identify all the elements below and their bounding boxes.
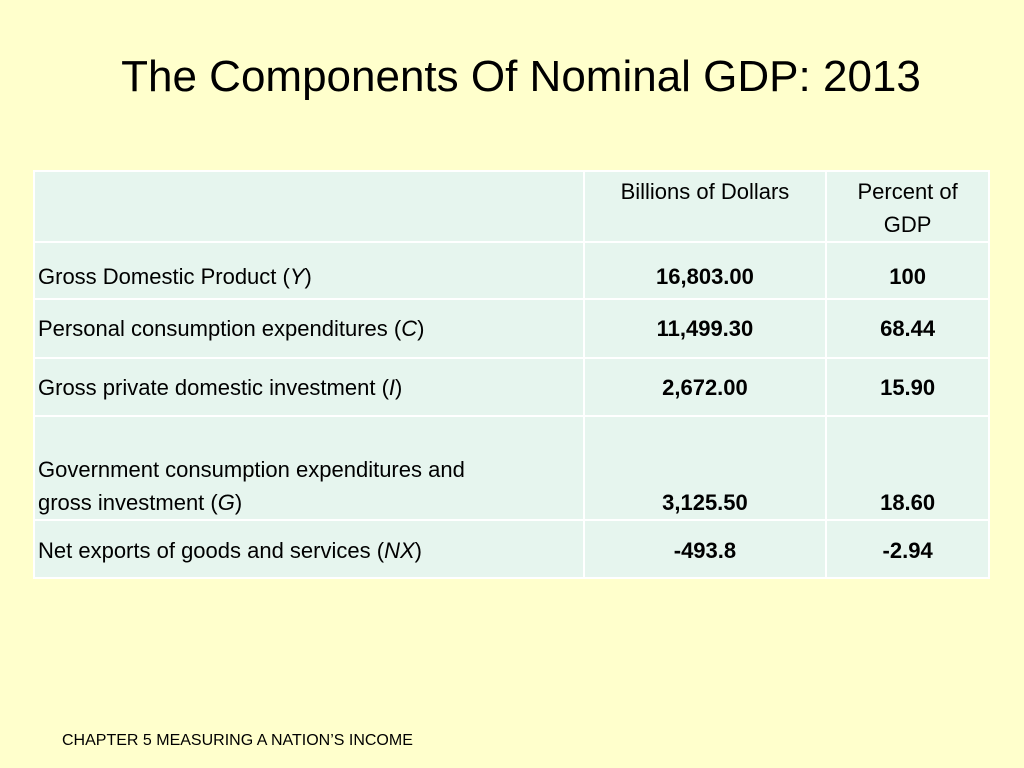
header-percent: Percent of GDP	[825, 170, 990, 243]
table-header-row: Billions of Dollars Percent of GDP	[33, 170, 990, 243]
row-label-government: Government consumption expenditures and …	[33, 415, 585, 521]
table-row: Gross private domestic investment (I) 2,…	[33, 357, 990, 417]
header-percent-line1: Percent of	[857, 179, 958, 204]
slide-title: The Components Of Nominal GDP: 2013	[121, 52, 921, 101]
row-billions-gdp: 16,803.00	[582, 241, 828, 300]
row-billions-investment: 2,672.00	[582, 357, 828, 417]
row-percent-consumption: 68.44	[825, 298, 990, 359]
table-row: Personal consumption expenditures (C) 11…	[33, 298, 990, 359]
row-billions-government: 3,125.50	[582, 415, 828, 521]
table-row: Net exports of goods and services (NX) -…	[33, 519, 990, 579]
header-billions: Billions of Dollars	[582, 170, 828, 243]
row-label-net-exports: Net exports of goods and services (NX)	[33, 519, 585, 579]
row-percent-net-exports: -2.94	[825, 519, 990, 579]
header-percent-line2: GDP	[883, 212, 932, 237]
slide-footer: CHAPTER 5 MEASURING A NATION’S INCOME	[62, 732, 413, 749]
header-label-cell	[33, 170, 585, 243]
row-percent-government: 18.60	[825, 415, 990, 521]
row-label-gdp: Gross Domestic Product (Y)	[33, 241, 585, 300]
row-label-consumption: Personal consumption expenditures (C)	[33, 298, 585, 359]
row-percent-gdp: 100	[825, 241, 990, 300]
table-row: Government consumption expenditures and …	[33, 415, 990, 521]
table-row: Gross Domestic Product (Y) 16,803.00 100	[33, 241, 990, 300]
row-billions-net-exports: -493.8	[582, 519, 828, 579]
row-percent-investment: 15.90	[825, 357, 990, 417]
row-billions-consumption: 11,499.30	[582, 298, 828, 359]
row-label-investment: Gross private domestic investment (I)	[33, 357, 585, 417]
gdp-components-table: Billions of Dollars Percent of GDP Gross…	[33, 170, 990, 579]
